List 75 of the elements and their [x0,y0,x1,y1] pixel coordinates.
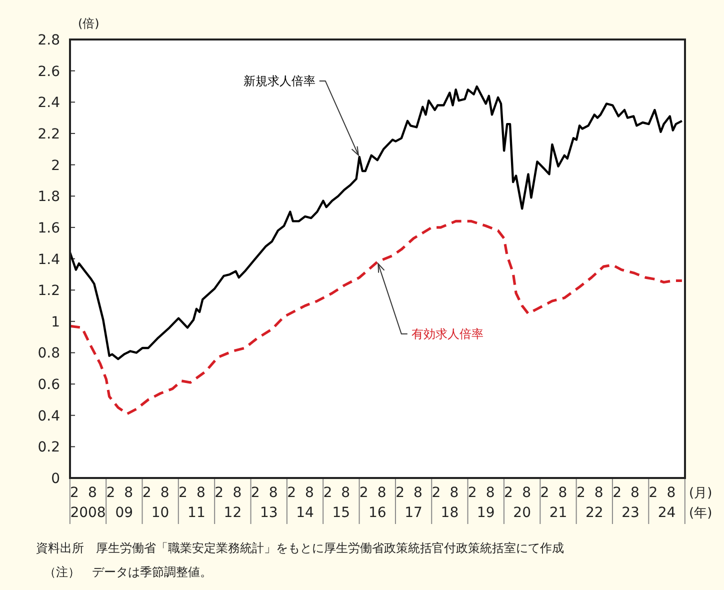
y-tick-label: 0.6 [38,377,60,394]
line-series [68,85,684,360]
x-tick-label: 8 [666,485,676,501]
y-tick-label: 0.4 [38,408,60,424]
x-tick-label: 8 [630,485,640,501]
x-tick-label: 2 [540,485,550,501]
line-series [68,220,684,416]
y-tick-label: 1 [51,314,60,330]
x-tick-label: 2 [323,485,332,501]
x2-tick-label: 09 [115,505,134,521]
x-tick-label: 8 [522,485,532,501]
x-axis-title: (月) [689,486,712,501]
x-tick-label: 2 [648,485,658,501]
x2-tick-label: 13 [260,505,278,521]
x2-tick-label: 15 [332,505,350,521]
x2-tick-label: 18 [440,505,459,521]
y-tick-label: 2.2 [38,126,60,142]
x-tick-label: 2 [106,485,116,501]
x-tick-label: 8 [232,485,242,501]
x-tick-label: 8 [88,485,97,501]
x-tick-label: 2 [142,485,152,501]
text: (年) [689,506,712,521]
x2-tick-label: 11 [188,505,206,521]
y-tick-label: 2.4 [38,95,60,112]
y-tick-label: 1.6 [38,220,60,236]
x-tick-label: 8 [341,485,350,501]
y-axis-title: (倍) [78,16,100,30]
x-tick-label: 8 [268,485,278,501]
y-tick-label: 1.2 [38,283,60,300]
x-tick-label: 8 [124,485,134,501]
text: 資料出所 厚生労働省「職業安定業務統計」をもとに厚生労働省政策統括官付政策統括室にて作成 [36,541,564,555]
y-tick-label: 2.8 [38,32,60,48]
x-tick-label: 2 [432,485,441,501]
y-tick-label: 1.4 [38,252,60,268]
x2-tick-label: 24 [658,505,676,521]
text: 有効求人倍率 [411,326,484,341]
x2-tick-label: 12 [224,505,242,521]
x-tick-label: 2 [468,485,477,501]
y-tick-label: 2.6 [38,64,60,80]
x-tick-label: 8 [486,485,495,501]
x2-tick-label: 16 [368,505,386,521]
x-tick-label: 8 [160,485,170,501]
text: 新規求人倍率 [243,74,316,88]
x-tick-label: 8 [305,485,314,501]
x-tick-label: 8 [377,485,386,501]
y-tick-label: 2 [51,158,60,174]
y-tick-label: 1.8 [38,189,60,206]
x2-tick-label: 14 [296,505,314,521]
x-tick-label: 2 [70,485,79,501]
x2-tick-label: 20 [513,505,532,521]
x-tick-label: 2 [178,485,188,501]
x2-tick-label: 17 [404,505,422,521]
y-tick-label: 0.8 [38,346,60,362]
x-tick-label: 2 [576,485,586,501]
x2-tick-label: 19 [476,505,495,521]
x2-tick-label: 10 [151,505,170,521]
x-tick-label: 2 [214,485,224,501]
x-tick-label: 2 [287,485,296,501]
x2-tick-label: 21 [549,505,568,521]
y-tick-label: 0.2 [38,440,60,456]
x-tick-label: 8 [594,485,604,501]
x-tick-label: 2 [359,485,368,501]
text: （注） データは季節調整値。 [44,565,212,579]
x2-tick-label: 22 [585,505,604,521]
x-tick-label: 8 [450,485,459,501]
x2-tick-label: 23 [622,505,640,521]
x-tick-label: 2 [250,485,260,501]
x-tick-label: 2 [612,485,622,501]
x-tick-label: 8 [196,485,206,501]
x-tick-label: 8 [414,485,422,501]
x2-tick-label: 2008 [70,505,106,521]
x-tick-label: 2 [396,485,405,501]
x-tick-label: 8 [558,485,568,501]
y-tick-label: 0 [51,471,60,487]
x-tick-label: 2 [504,485,513,501]
